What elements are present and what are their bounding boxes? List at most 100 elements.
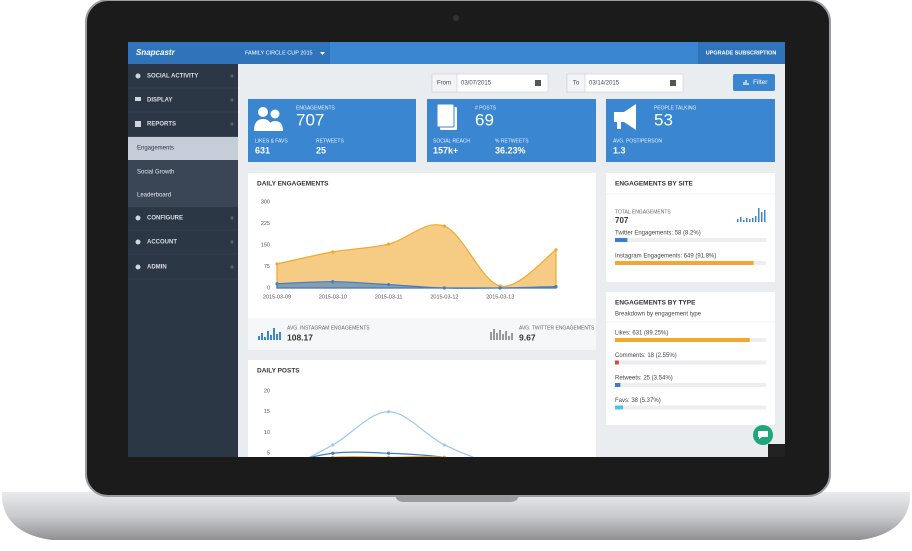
- point: [331, 455, 335, 457]
- panel: [606, 292, 775, 425]
- line: [309, 451, 446, 457]
- stat-sub-value: 1.3: [613, 145, 626, 155]
- bar-track: [615, 238, 766, 242]
- bar-label: Instagram Engagements: 649 (91.8%): [615, 254, 716, 260]
- campaign-dropdown[interactable]: [238, 42, 330, 64]
- bar: [615, 261, 754, 265]
- point: [442, 455, 446, 457]
- stat-sub-label: % RETWEETS: [495, 138, 529, 144]
- nav-subitem[interactable]: Social Growth: [137, 170, 174, 176]
- average-label: AVG. INSTAGRAM ENGAGEMENTS: [287, 325, 370, 331]
- corner-widget[interactable]: [768, 444, 785, 457]
- bar: [615, 338, 750, 342]
- charts: 0 75 150 225 300 2015-03-09 2015-03-10 2015-03-…: [261, 199, 766, 457]
- stat-value: 69: [475, 110, 494, 129]
- point: [387, 410, 391, 414]
- nav-item[interactable]: ACCOUNT: [147, 240, 177, 246]
- from-addon: [431, 73, 458, 93]
- stat-sub-value: 36.23%: [495, 145, 526, 155]
- point: [387, 242, 391, 246]
- to-date[interactable]: 03/14/2015: [589, 81, 620, 87]
- sparkline-icon: [258, 328, 281, 340]
- point: [275, 282, 279, 286]
- point: [498, 286, 502, 290]
- calendar-icon[interactable]: [670, 80, 676, 86]
- point: [442, 443, 446, 447]
- bar: [615, 405, 624, 410]
- upgrade[interactable]: UPGRADE SUBSCRIPTION: [706, 50, 777, 56]
- sidebar: [128, 64, 238, 457]
- from-date[interactable]: 03/07/2015: [461, 81, 492, 87]
- x-tick-label: 2015-03-13: [486, 294, 514, 300]
- panel-title: DAILY ENGAGEMENTS: [257, 181, 329, 188]
- nav-subitem[interactable]: Leaderboard: [137, 193, 171, 199]
- sidebar-dividers: [128, 87, 238, 280]
- average-value: 9.67: [519, 332, 536, 342]
- camera: [453, 15, 459, 21]
- bar: [615, 238, 628, 242]
- y-tick-label: 75: [264, 264, 270, 270]
- average-label: AVG. TWITTER ENGAGEMENTS: [519, 325, 595, 331]
- bar-track: [615, 383, 766, 387]
- stat-sub-label: AVG. POST/PERSON: [613, 138, 662, 144]
- nav-item[interactable]: ADMIN: [147, 265, 167, 271]
- stat-label: PEOPLE TALKING: [654, 105, 696, 111]
- bar-label: Favs: 38 (5.37%): [615, 398, 661, 404]
- point: [554, 284, 558, 289]
- to-addon: [566, 73, 586, 93]
- upgrade-button[interactable]: [698, 42, 785, 64]
- stat-sub-value: 25: [316, 145, 326, 155]
- x-tick-label: 2015-03-11: [375, 294, 403, 300]
- line: [308, 411, 475, 457]
- bar: [615, 383, 621, 387]
- bar-label: Comments: 18 (2.55%): [615, 353, 677, 359]
- nav-item[interactable]: DISPLAY: [147, 98, 172, 104]
- point: [331, 451, 335, 455]
- panel-subtitle: Breakdown by engagement type: [615, 312, 702, 318]
- nav-item[interactable]: CONFIGURE: [147, 216, 183, 222]
- stat-sub-label: SOCIAL REACH: [433, 138, 470, 144]
- point: [387, 451, 391, 455]
- nav-subitem[interactable]: Engagements: [137, 146, 174, 152]
- point: [275, 262, 279, 266]
- point: [331, 250, 335, 254]
- filter-button-label[interactable]: Filter: [753, 79, 768, 86]
- point: [331, 443, 335, 447]
- y-tick-label: 300: [261, 199, 270, 205]
- total-label: TOTAL ENGAGEMENTS: [615, 209, 671, 215]
- campaign[interactable]: FAMILY CIRCLE CUP 2015: [245, 50, 313, 56]
- filter-button[interactable]: [733, 74, 775, 91]
- chat-icon: [758, 431, 768, 439]
- panel-footer: [248, 318, 596, 350]
- brand-area: [128, 42, 238, 64]
- stat-sub-label: RETWEETS: [316, 138, 344, 144]
- sparkline-icon: [737, 208, 766, 222]
- nav-item[interactable]: SOCIAL ACTIVITY: [147, 74, 198, 80]
- panel-title: ENGAGEMENTS BY TYPE: [615, 300, 696, 307]
- point: [442, 224, 446, 228]
- filter-icon: [743, 80, 749, 85]
- brand: Snapcastr: [136, 48, 176, 57]
- bar: [615, 360, 619, 365]
- sparkline-icon: [490, 329, 513, 340]
- bar-label: Retweets: 25 (3.54%): [615, 376, 673, 382]
- point: [387, 455, 391, 457]
- nav-item[interactable]: REPORTS: [147, 122, 176, 128]
- expand-icons: [230, 74, 234, 269]
- stat-sub-label: LIKES & FAVS: [255, 138, 288, 144]
- stat-icons: [254, 103, 636, 131]
- bar-track: [615, 405, 766, 410]
- sidebar-icons: [135, 73, 141, 270]
- calendar-icon[interactable]: [535, 80, 541, 86]
- point: [331, 280, 335, 284]
- x-tick-label: 2015-03-12: [430, 294, 458, 300]
- y-tick-label: 0: [267, 285, 270, 291]
- to-label: To: [573, 81, 580, 87]
- total-value: 707: [615, 216, 629, 225]
- stat-label: # POSTS: [475, 105, 497, 111]
- y-tick-label: 15: [264, 409, 270, 415]
- active-item-bg: [128, 137, 238, 160]
- y-tick-label: 5: [267, 451, 270, 457]
- x-tick-label: 2015-03-09: [263, 294, 291, 300]
